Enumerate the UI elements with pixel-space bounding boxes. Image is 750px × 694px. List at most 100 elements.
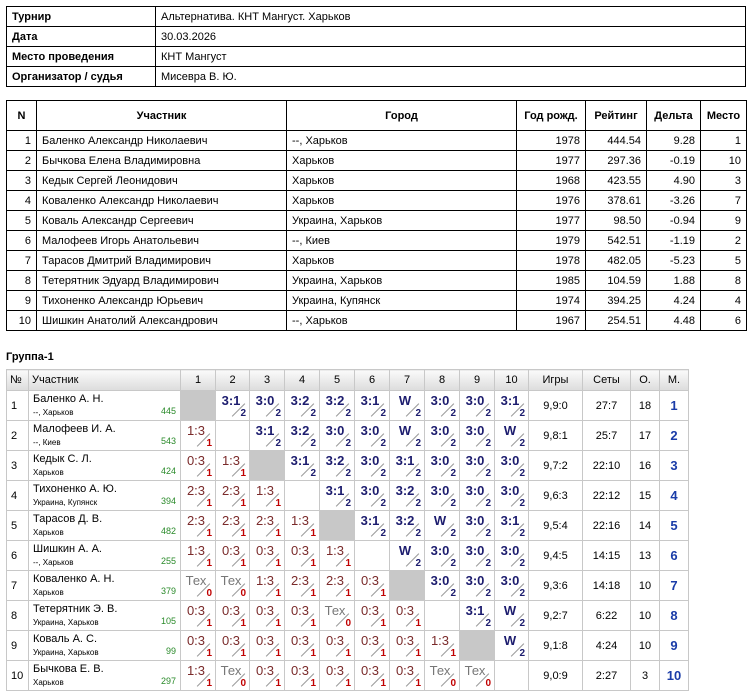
result-cell: 3:2 2 xyxy=(389,480,425,511)
match-points: 1 xyxy=(345,678,351,689)
place: 4 xyxy=(659,480,689,511)
match-points: 1 xyxy=(206,498,212,509)
score: 1:3 xyxy=(255,573,275,588)
info-value: КНТ Мангуст xyxy=(155,46,746,67)
result-cell: 0:3 1 xyxy=(249,660,285,691)
match-points: 2 xyxy=(345,438,351,449)
player-city: --, Харьков xyxy=(33,408,74,417)
score: 3:0 xyxy=(500,543,520,558)
self-cell xyxy=(389,570,425,601)
cell: 394.25 xyxy=(585,290,647,311)
score: 0:3 xyxy=(395,603,415,618)
cell: 6 xyxy=(700,310,747,331)
player-cell: Тихоненко А. Ю. Украина, Купянск 394 xyxy=(28,480,181,511)
result-cell: 2:3 1 xyxy=(180,480,216,511)
result-cell: 3:1 2 xyxy=(494,510,529,541)
match-points: 2 xyxy=(485,588,491,599)
sets: 22:16 xyxy=(582,510,631,541)
player-cell: Кедык С. Л. Харьков 424 xyxy=(28,450,181,481)
result-cell: 2:3 1 xyxy=(249,510,285,541)
result-cell: 3:0 2 xyxy=(354,480,390,511)
result-cell: 3:0 2 xyxy=(494,450,529,481)
player-city: Харьков xyxy=(33,678,64,687)
result-cell: 3:1 2 xyxy=(354,390,390,421)
player-rating: 445 xyxy=(160,406,176,416)
points: 16 xyxy=(630,450,660,481)
score: 2:3 xyxy=(221,513,241,528)
score: 3:1 xyxy=(221,393,241,408)
header-cell: 5 xyxy=(319,369,355,391)
match-points: 1 xyxy=(380,648,386,659)
header-cell: 1 xyxy=(180,369,216,391)
match-points: 2 xyxy=(415,468,421,479)
player-rating: 255 xyxy=(160,556,176,566)
match-points: 1 xyxy=(310,528,316,539)
cell: -0.94 xyxy=(646,210,701,231)
points: 3 xyxy=(630,660,660,691)
sets: 22:10 xyxy=(582,450,631,481)
score: 3:0 xyxy=(360,483,380,498)
cell: Харьков xyxy=(286,250,517,271)
match-points: 2 xyxy=(519,648,525,659)
result-cell: 0:3 1 xyxy=(284,660,320,691)
cell: 1968 xyxy=(516,170,586,191)
match-points: 2 xyxy=(345,468,351,479)
result-cell: 3:0 2 xyxy=(424,480,460,511)
cell: Коваленко Александр Николаевич xyxy=(36,190,287,211)
score: 0:3 xyxy=(221,543,241,558)
match-points: 1 xyxy=(275,588,281,599)
match-points: 2 xyxy=(415,498,421,509)
result-cell: 2:3 1 xyxy=(319,570,355,601)
sets: 14:15 xyxy=(582,540,631,571)
header-cell: 8 xyxy=(424,369,460,391)
participant-row: 10 Шишкин Анатолий Александрович --, Харьк… xyxy=(6,310,747,331)
match-points: 2 xyxy=(310,408,316,419)
score: 0:3 xyxy=(325,663,345,678)
score: 1:3 xyxy=(221,453,241,468)
score: Тех xyxy=(324,603,346,618)
cell: -3.26 xyxy=(646,190,701,211)
player-cell: Баленко А. Н. --, Харьков 445 xyxy=(28,390,181,421)
score: 1:3 xyxy=(290,513,310,528)
player-rating: 297 xyxy=(160,676,176,686)
player-name: Тихоненко А. Ю. xyxy=(33,483,117,495)
match-points: 2 xyxy=(485,438,491,449)
points: 18 xyxy=(630,390,660,421)
score: 0:3 xyxy=(186,453,206,468)
cell: 7 xyxy=(6,250,37,271)
cell: 3 xyxy=(6,170,37,191)
player-rating: 99 xyxy=(165,646,176,656)
result-cell: 3:0 2 xyxy=(459,540,495,571)
match-points: 2 xyxy=(485,408,491,419)
score: 3:2 xyxy=(290,393,310,408)
score: 2:3 xyxy=(186,483,206,498)
match-points: 2 xyxy=(450,438,456,449)
result-cell: 0:3 1 xyxy=(284,540,320,571)
player-cell: Малофеев И. А. --, Киев 543 xyxy=(28,420,181,451)
participant-row: 4 Коваленко Александр Николаевич Харьков 19… xyxy=(6,190,747,211)
cell: 10 xyxy=(700,150,747,171)
score: Тех xyxy=(220,573,242,588)
header-cell: О. xyxy=(630,369,660,391)
place: 8 xyxy=(659,600,689,631)
result-cell: 3:0 2 xyxy=(494,570,529,601)
match-points: 2 xyxy=(380,408,386,419)
header-cell: Участник xyxy=(28,369,181,391)
score: 3:1 xyxy=(255,423,275,438)
match-points: 1 xyxy=(240,528,246,539)
player-name: Тетерятник Э. В. xyxy=(33,603,118,615)
score: 3:1 xyxy=(325,483,345,498)
score: 3:2 xyxy=(290,423,310,438)
score: 3:2 xyxy=(395,483,415,498)
match-points: 2 xyxy=(415,408,421,419)
player-city: Харьков xyxy=(33,468,64,477)
score: 0:3 xyxy=(221,633,241,648)
place: 5 xyxy=(659,510,689,541)
match-points: 1 xyxy=(275,498,281,509)
match-points: 2 xyxy=(380,528,386,539)
cell: 1977 xyxy=(516,210,586,231)
result-cell: 0:3 1 xyxy=(249,600,285,631)
match-points: 1 xyxy=(310,558,316,569)
self-cell xyxy=(494,660,529,691)
